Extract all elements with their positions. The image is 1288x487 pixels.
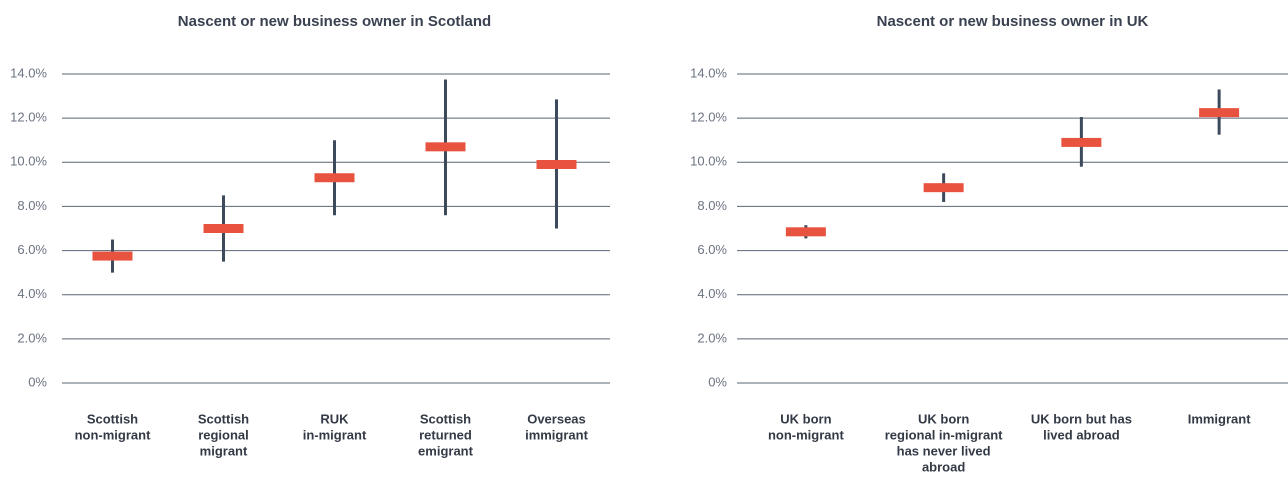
y-tick-label: 6.0%	[697, 242, 727, 257]
y-tick-label: 2.0%	[17, 330, 47, 345]
point-estimate	[1199, 108, 1240, 118]
x-tick-label: Scottish	[87, 411, 138, 426]
point-estimate	[314, 173, 355, 183]
x-tick-label: Scottish	[420, 411, 471, 426]
x-tick-label: RUK	[320, 411, 349, 426]
x-tick-label: Scottish	[198, 411, 249, 426]
x-tick-label: migrant	[200, 443, 248, 458]
x-tick-label: emigrant	[418, 443, 474, 458]
y-tick-label: 10.0%	[690, 154, 727, 169]
x-tick-label: Immigrant	[1188, 411, 1252, 426]
x-tick-label: abroad	[922, 459, 965, 474]
y-tick-label: 10.0%	[10, 154, 47, 169]
point-estimate	[1061, 137, 1102, 147]
x-tick-label: non-migrant	[768, 427, 844, 442]
x-tick-label: UK born	[918, 411, 969, 426]
y-tick-label: 6.0%	[17, 242, 47, 257]
chart-title: Nascent or new business owner in Scotlan…	[178, 13, 491, 30]
x-tick-label: in-migrant	[303, 427, 367, 442]
point-estimate	[92, 251, 133, 261]
y-tick-label: 4.0%	[17, 286, 47, 301]
x-tick-label: returned	[419, 427, 472, 442]
chart-title: Nascent or new business owner in UK	[877, 13, 1149, 30]
x-tick-label: Overseas	[527, 411, 586, 426]
x-tick-label: UK born but has	[1031, 411, 1132, 426]
y-tick-label: 0%	[708, 374, 727, 389]
y-tick-label: 8.0%	[17, 198, 47, 213]
x-tick-label: has never lived	[897, 443, 991, 458]
x-tick-label: non-migrant	[75, 427, 151, 442]
y-tick-label: 2.0%	[697, 330, 727, 345]
x-tick-label: regional	[198, 427, 249, 442]
x-tick-label: immigrant	[525, 427, 589, 442]
y-tick-label: 8.0%	[697, 198, 727, 213]
y-tick-label: 14.0%	[690, 65, 727, 80]
x-tick-label: lived abroad	[1043, 427, 1120, 442]
point-estimate	[536, 159, 577, 169]
point-estimate	[923, 183, 964, 193]
y-tick-label: 14.0%	[10, 65, 47, 80]
y-tick-label: 4.0%	[697, 286, 727, 301]
point-estimate	[785, 227, 826, 237]
y-tick-label: 0%	[28, 374, 47, 389]
y-tick-label: 12.0%	[10, 110, 47, 125]
point-estimate	[203, 224, 244, 233]
y-tick-label: 12.0%	[690, 110, 727, 125]
point-estimate	[425, 142, 466, 152]
x-tick-label: regional in-migrant	[885, 427, 1003, 442]
x-tick-label: UK born	[780, 411, 831, 426]
